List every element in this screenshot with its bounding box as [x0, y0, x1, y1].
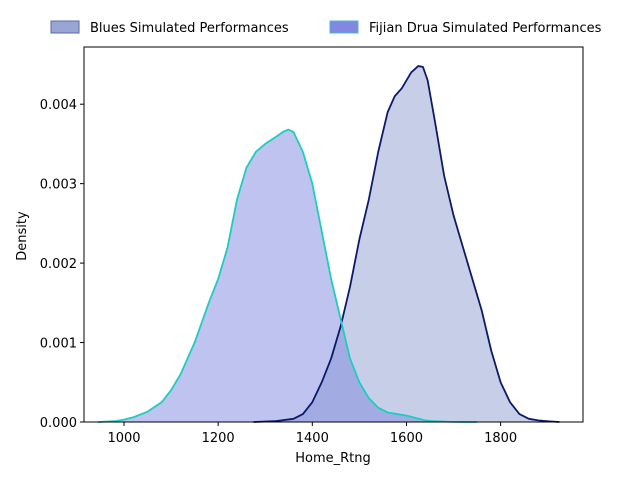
legend-label-blues: Blues Simulated Performances [90, 21, 289, 36]
x-axis-label: Home_Rtng [295, 451, 371, 466]
legend: Blues Simulated Performances Fijian Drua… [50, 20, 602, 36]
y-tick-label: 0.002 [40, 257, 77, 272]
legend-swatch-blues [50, 20, 80, 34]
x-tick-label: 1000 [107, 431, 140, 446]
y-tick-label: 0.001 [40, 337, 77, 352]
series-0-area [253, 66, 560, 422]
y-tick-label: 0.000 [40, 416, 77, 431]
plot-frame [83, 46, 584, 423]
x-tick-label: 1400 [296, 431, 329, 446]
y-tick-label: 0.003 [40, 178, 77, 193]
y-axis-label: Density [15, 211, 30, 261]
x-tick-label: 1200 [202, 431, 235, 446]
x-tick-label: 1600 [390, 431, 423, 446]
series-1-area [98, 129, 478, 422]
y-tick-label: 0.004 [40, 98, 77, 113]
series-0-line [253, 65, 560, 423]
plot-area [98, 65, 560, 423]
x-axis: 1000 1200 1400 1600 1800 [107, 422, 517, 446]
series-1-line [98, 128, 478, 423]
y-axis: 0.000 0.001 0.002 0.003 0.004 [40, 98, 84, 431]
legend-swatch-fijian-drua [329, 20, 359, 34]
legend-label-fijian-drua: Fijian Drua Simulated Performances [369, 21, 602, 36]
x-tick-label: 1800 [484, 431, 517, 446]
